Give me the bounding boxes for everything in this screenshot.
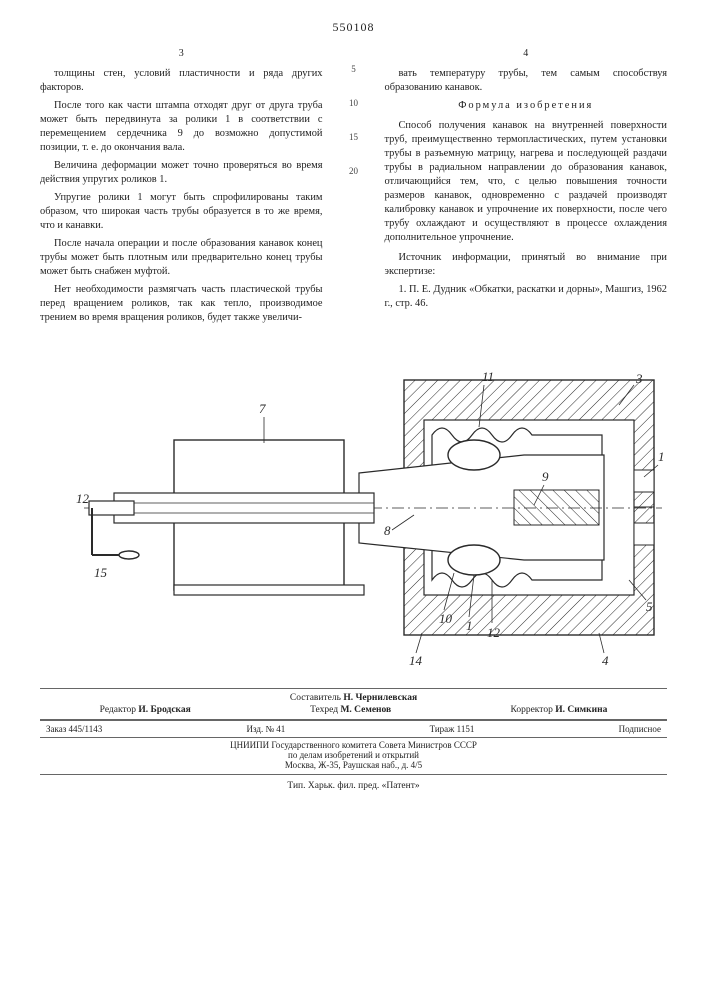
- page: 550108 3 толщины стен, условий пластично…: [0, 0, 707, 1000]
- org-line2: по делам изобретений и открытий: [40, 750, 667, 760]
- svg-text:13: 13: [658, 449, 664, 464]
- tirazh: Тираж 1151: [430, 724, 475, 734]
- para: Нет необходимости размягчать часть пласт…: [40, 283, 323, 325]
- tech-name: М. Семенов: [340, 705, 391, 715]
- footer-pubinfo: Заказ 445/1143 Изд. № 41 Тираж 1151 Подп…: [40, 720, 667, 738]
- line-num: 15: [349, 131, 358, 143]
- svg-text:15: 15: [94, 565, 108, 580]
- svg-text:12: 12: [76, 491, 90, 506]
- col-num-right: 4: [385, 47, 668, 61]
- para: После начала операции и после образовани…: [40, 237, 323, 279]
- para: Упругие ролики 1 могут быть спрофилирова…: [40, 191, 323, 233]
- para: Способ получения канавок на внутренней п…: [385, 119, 668, 245]
- svg-text:10: 10: [439, 611, 453, 626]
- order-num: Заказ 445/1143: [46, 724, 102, 734]
- line-num: 10: [349, 97, 358, 109]
- left-column: 3 толщины стен, условий пластичности и р…: [40, 47, 323, 329]
- org-line1: ЦНИИПИ Государственного комитета Совета …: [40, 740, 667, 750]
- footer-org: ЦНИИПИ Государственного комитета Совета …: [40, 738, 667, 775]
- para: толщины стен, условий пластичности и ряд…: [40, 67, 323, 95]
- columns: 3 толщины стен, условий пластичности и р…: [40, 47, 667, 329]
- svg-text:8: 8: [384, 523, 391, 538]
- editor-name: И. Бродская: [138, 705, 190, 715]
- printer-line: Тип. Харьк. фил. пред. «Патент»: [40, 781, 667, 791]
- compiler-label: Составитель: [290, 693, 341, 703]
- drawing-svg: 7 11 3 13 9 8 12 15 10 1 12 5 4 14: [44, 355, 664, 670]
- line-num: 5: [351, 63, 356, 75]
- svg-text:12: 12: [487, 625, 501, 640]
- line-num: 20: [349, 165, 358, 177]
- svg-text:9: 9: [542, 469, 549, 484]
- compiler-name: Н. Чернилевская: [343, 693, 417, 703]
- tech-label: Техред: [310, 705, 338, 715]
- corrector-name: И. Симкина: [555, 705, 607, 715]
- svg-text:7: 7: [259, 401, 266, 416]
- svg-text:11: 11: [482, 369, 494, 384]
- svg-text:14: 14: [409, 653, 423, 668]
- svg-text:1: 1: [466, 618, 473, 633]
- col-num-left: 3: [40, 47, 323, 61]
- editor-label: Редактор: [100, 705, 136, 715]
- formula-heading: Формула изобретения: [385, 99, 668, 113]
- src-item: 1. П. Е. Дудник «Обкатки, раскатки и дор…: [385, 283, 668, 311]
- izd-num: Изд. № 41: [247, 724, 286, 734]
- org-addr: Москва, Ж-35, Раушская наб., д. 4/5: [40, 760, 667, 770]
- line-number-gutter: 5 10 15 20: [347, 47, 361, 329]
- svg-text:5: 5: [646, 599, 653, 614]
- src-heading: Источник информации, принятый во внимани…: [385, 251, 668, 279]
- para: вать температуру трубы, тем самым способ…: [385, 67, 668, 95]
- svg-text:4: 4: [602, 653, 609, 668]
- para: Величина деформации может точно проверят…: [40, 159, 323, 187]
- para: После того как части штампа отходят друг…: [40, 99, 323, 155]
- footer-credits: Составитель Н. Чернилевская Редактор И. …: [40, 688, 667, 720]
- podpis: Подписное: [619, 724, 661, 734]
- svg-text:3: 3: [635, 371, 643, 386]
- patent-number: 550108: [40, 20, 667, 35]
- corrector-label: Корректор: [510, 705, 552, 715]
- right-column: 4 вать температуру трубы, тем самым спос…: [385, 47, 668, 329]
- technical-drawing: 7 11 3 13 9 8 12 15 10 1 12 5 4 14: [44, 355, 664, 670]
